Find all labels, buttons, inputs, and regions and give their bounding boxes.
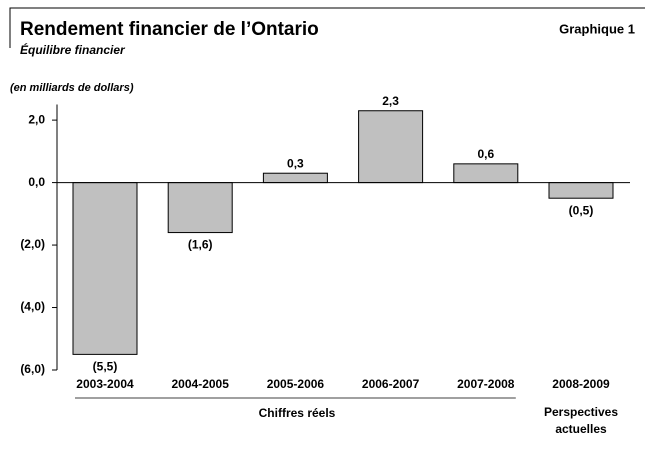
bar [548,182,614,199]
y-tick-label: (2,0) [20,237,45,251]
y-tick-label: (4,0) [20,300,45,314]
y-tick-label: (6,0) [20,362,45,376]
chart-title: Rendement financier de l’Ontario [20,19,319,40]
y-axis-label: (en milliards de dollars) [10,82,134,94]
x-tick-label: 2003-2004 [76,377,134,391]
bar [262,172,328,184]
badge: Graphique 1 [559,21,635,36]
y-tick-label: 2,0 [28,112,45,126]
group-label: Perspectives actuelles [543,405,619,436]
x-tick-label: 2007-2008 [457,377,515,391]
bar [358,110,424,184]
value-label: (1,6) [188,238,213,252]
bar [72,182,138,355]
bar [167,182,233,234]
frame [9,7,645,48]
value-label: (5,5) [93,360,118,374]
x-tick-label: 2004-2005 [172,377,230,391]
x-tick-label: 2008-2009 [552,377,610,391]
group-label: Chiffres réels [259,406,336,420]
x-tick-label: 2005-2006 [267,377,325,391]
value-label: 2,3 [382,94,399,108]
y-tick-label: 0,0 [28,175,45,189]
value-label: (0,5) [569,203,594,217]
value-label: 0,3 [287,156,304,170]
subtitle: Équilibre financier [20,42,126,57]
value-label: 0,6 [477,147,494,161]
x-tick-label: 2006-2007 [362,377,420,391]
bar [453,163,519,184]
